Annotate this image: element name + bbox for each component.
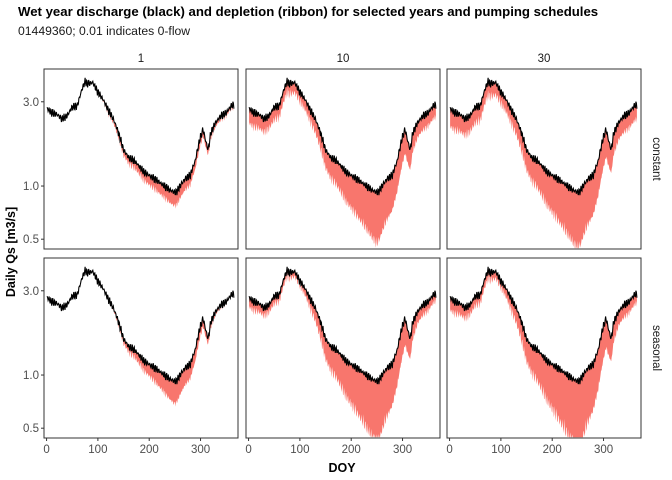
x-tick-label: 200 [140, 444, 159, 456]
discharge-line-seasonal-10 [248, 266, 437, 385]
discharge-line-seasonal-30 [449, 266, 638, 385]
panel-border-seasonal-1 [43, 257, 239, 439]
panel-border-constant-1 [43, 68, 239, 250]
y-tick-label: 3.0 [23, 286, 39, 298]
facet-strip-column-1: 1 [138, 53, 144, 65]
x-tick-label: 100 [491, 444, 510, 456]
y-axis-label: Daily Qs [m3/s] [4, 207, 18, 297]
x-tick-label: 0 [43, 444, 49, 456]
x-tick-label: 300 [594, 444, 613, 456]
depletion-ribbon-constant-1 [47, 77, 234, 209]
depletion-ribbon-seasonal-30 [450, 266, 637, 438]
panel-border-seasonal-30 [446, 257, 642, 439]
discharge-line-constant-30 [449, 77, 638, 196]
panel-border-constant-30 [446, 68, 642, 250]
panel-border-constant-10 [245, 68, 441, 250]
depletion-ribbon-seasonal-1 [47, 266, 234, 407]
x-tick-label: 300 [191, 444, 210, 456]
discharge-line-constant-1 [46, 77, 235, 196]
y-tick-label: 0.5 [23, 423, 39, 435]
y-tick-label: 1.0 [23, 181, 39, 193]
x-tick-label: 200 [543, 444, 562, 456]
x-tick-label: 100 [290, 444, 309, 456]
x-tick-label: 100 [88, 444, 107, 456]
facet-strip-column-30: 30 [538, 53, 551, 65]
chart-title: Wet year discharge (black) and depletion… [18, 4, 599, 19]
x-tick-label: 0 [446, 444, 452, 456]
depletion-ribbon-constant-30 [450, 77, 637, 249]
chart-subtitle: 01449360; 0.01 indicates 0-flow [18, 24, 191, 38]
y-tick-label: 0.5 [23, 234, 39, 246]
discharge-line-constant-10 [248, 77, 437, 196]
x-axis-label: DOY [328, 461, 356, 475]
x-tick-label: 0 [245, 444, 251, 456]
panel-border-seasonal-10 [245, 257, 441, 439]
depletion-ribbon-constant-10 [249, 77, 436, 248]
facet-strip-column-10: 10 [337, 53, 350, 65]
x-tick-label: 300 [393, 444, 412, 456]
depletion-ribbon-seasonal-10 [249, 266, 436, 438]
facet-strip-row-constant: constant [650, 137, 662, 181]
facet-strip-row-seasonal: seasonal [650, 325, 662, 371]
y-tick-label: 1.0 [23, 370, 39, 382]
y-tick-label: 3.0 [23, 97, 39, 109]
x-tick-label: 200 [342, 444, 361, 456]
discharge-line-seasonal-1 [46, 266, 235, 385]
